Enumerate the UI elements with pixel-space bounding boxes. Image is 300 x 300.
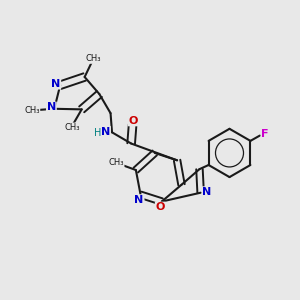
Text: F: F (261, 129, 269, 139)
Text: N: N (202, 187, 212, 197)
Text: N: N (134, 195, 144, 205)
Text: CH₃: CH₃ (108, 158, 124, 167)
Text: H: H (94, 128, 101, 138)
Text: N: N (51, 79, 60, 89)
Text: O: O (156, 202, 165, 212)
Text: N: N (47, 102, 56, 112)
Text: O: O (128, 116, 138, 126)
Text: CH₃: CH₃ (64, 123, 80, 132)
Text: CH₃: CH₃ (24, 106, 40, 115)
Text: N: N (101, 127, 110, 137)
Text: CH₃: CH₃ (86, 54, 101, 63)
